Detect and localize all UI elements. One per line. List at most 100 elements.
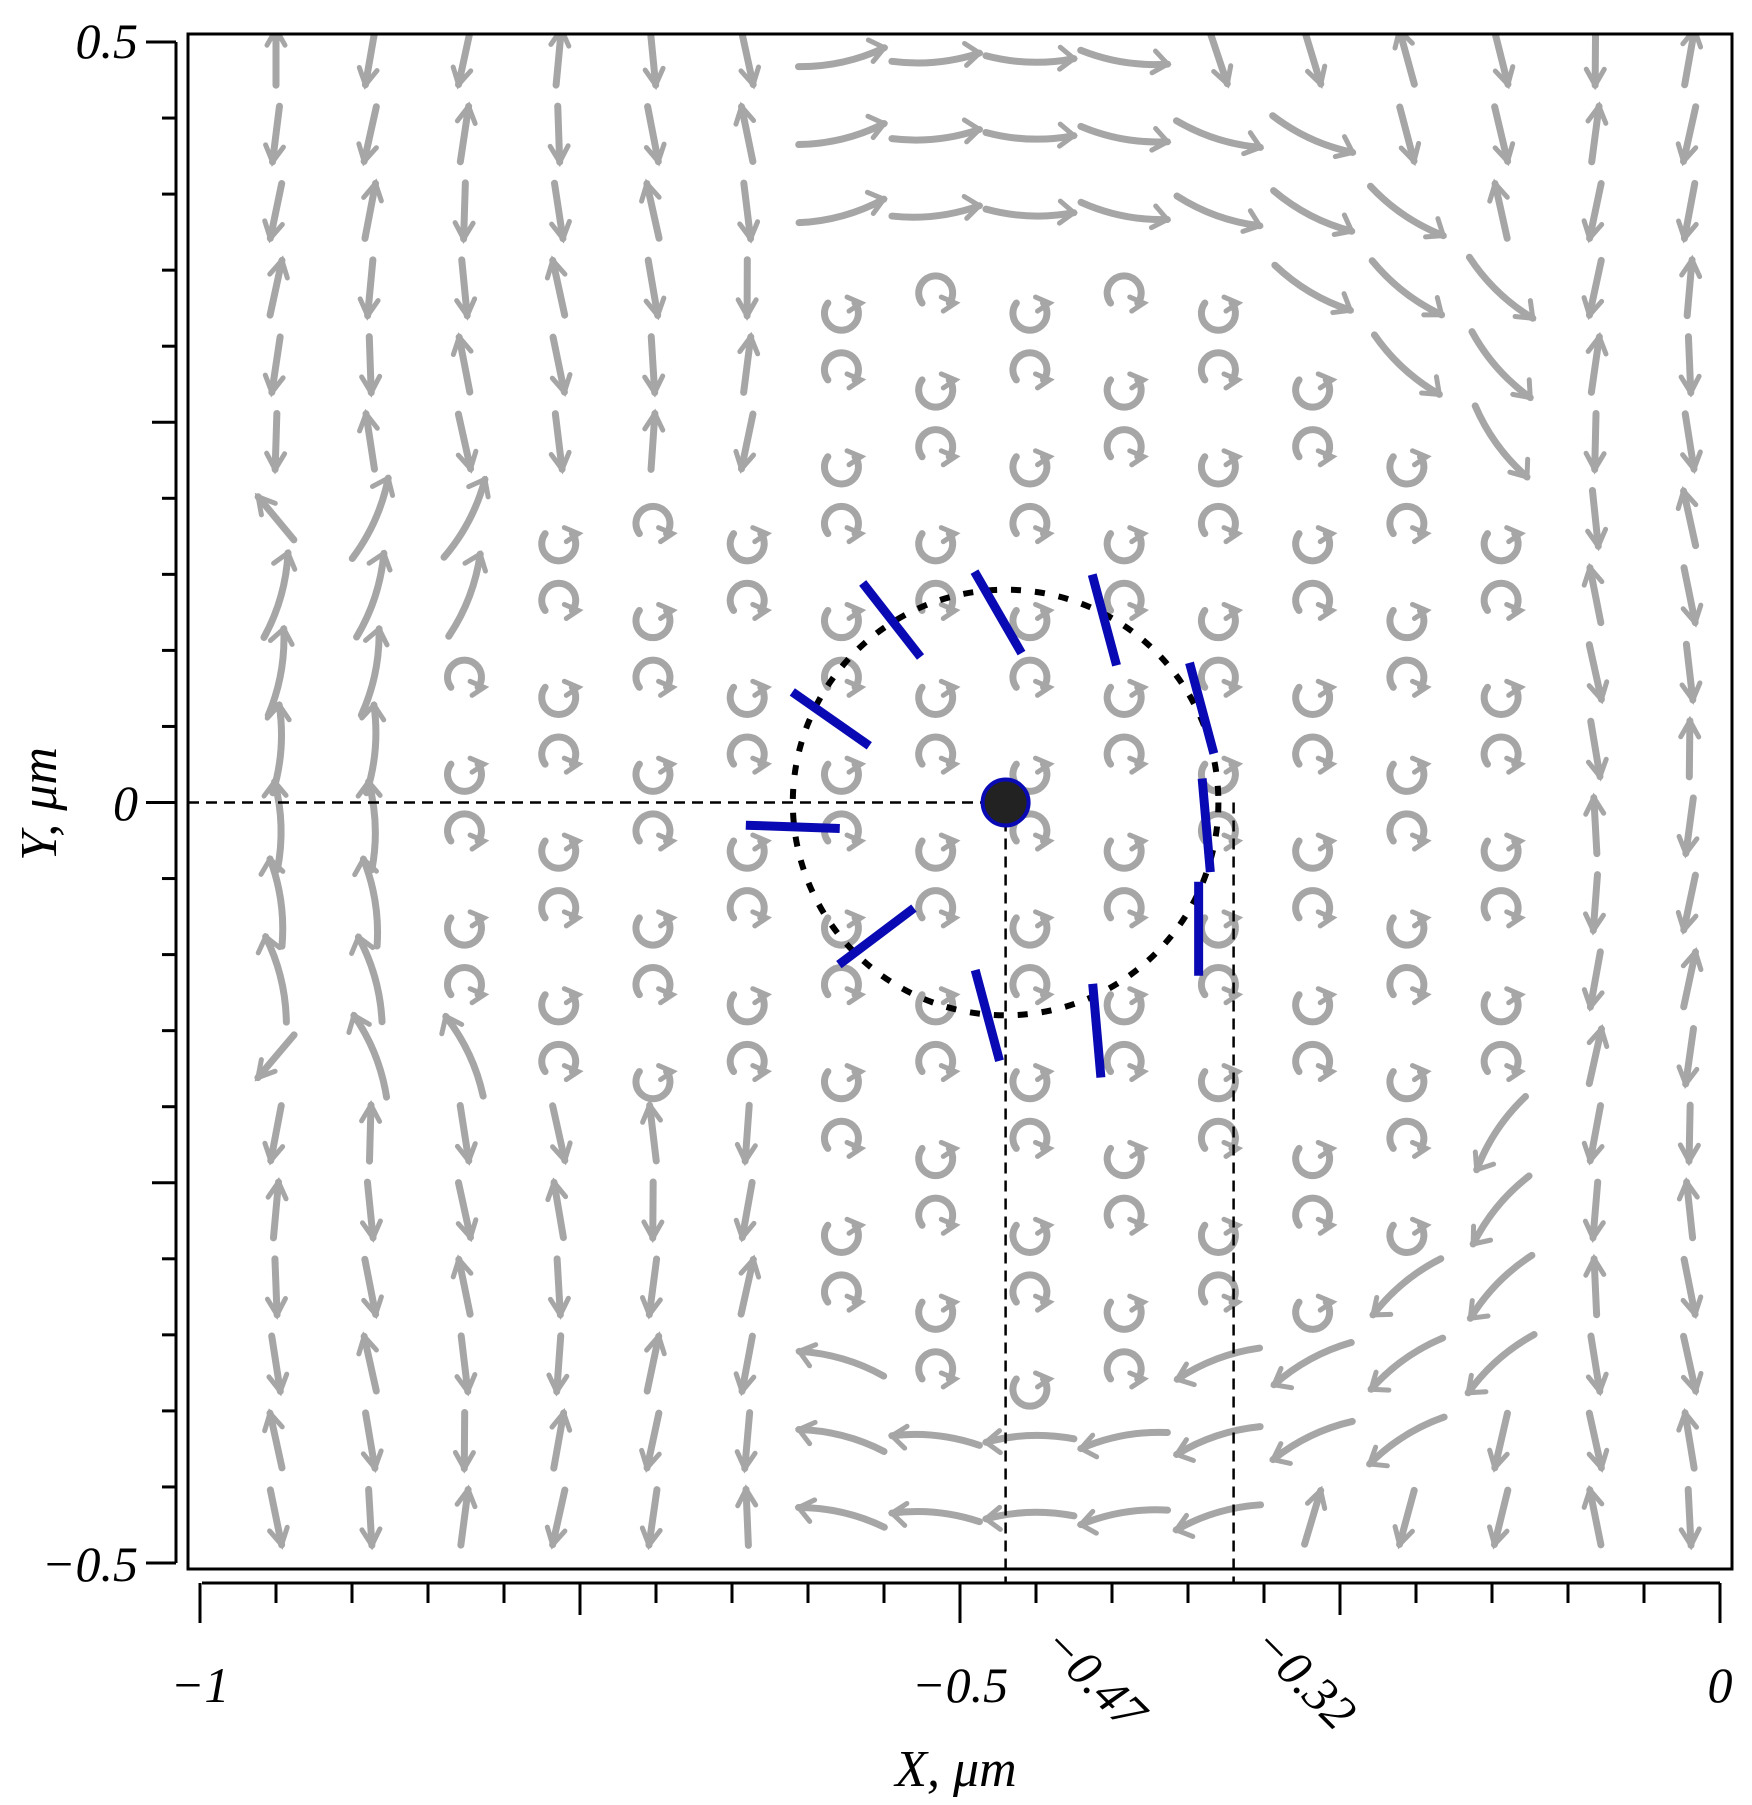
field-line — [738, 103, 757, 165]
field-glyph — [264, 1255, 288, 1320]
field-line — [455, 1255, 474, 1318]
field-arrowhead — [1221, 832, 1244, 852]
field-line — [738, 34, 757, 89]
field-loop — [1009, 502, 1051, 538]
field-glyph — [639, 1409, 663, 1473]
field-line — [1679, 103, 1700, 165]
field-glyph — [795, 1342, 888, 1380]
field-line — [1491, 180, 1511, 242]
field-arrowhead — [656, 832, 678, 852]
field-arrowhead — [452, 220, 476, 244]
field-glyph — [1270, 1339, 1355, 1391]
field-line — [361, 179, 380, 242]
field-arrowhead — [1305, 63, 1328, 89]
field-glyph — [547, 102, 571, 168]
field-arrowhead — [1583, 66, 1607, 91]
field-glyph — [1009, 1271, 1055, 1313]
field-loop — [1386, 760, 1428, 795]
field-glyph — [1386, 810, 1432, 852]
field-line — [1587, 333, 1603, 396]
field-glyph — [915, 1293, 961, 1333]
field-line — [550, 1178, 567, 1242]
field-loop — [1103, 1348, 1145, 1383]
field-arrowhead — [1467, 1298, 1491, 1322]
field-arrowhead — [938, 1063, 961, 1083]
field-arrowhead — [1057, 44, 1078, 72]
field-glyph — [1292, 426, 1338, 468]
field-loop — [820, 299, 862, 334]
y-tick-labels: 0.5 0 −0.5 — [42, 13, 138, 1592]
field-glyph — [266, 255, 290, 319]
field-arrowhead — [462, 550, 488, 574]
field-loop — [1103, 887, 1145, 922]
field-glyph — [1292, 733, 1338, 775]
field-arrowhead — [844, 1216, 867, 1236]
field-arrowhead — [1315, 986, 1338, 1006]
field-arc — [1466, 1251, 1536, 1322]
field-glyph — [538, 832, 584, 872]
field-arrowhead — [467, 678, 490, 698]
field-arc — [1077, 1506, 1172, 1529]
field-glyph — [820, 294, 867, 334]
x-tick-label: −1 — [171, 1657, 230, 1713]
field-arrowhead — [750, 1063, 773, 1083]
field-glyph — [1009, 601, 1055, 642]
field-glyph — [915, 1348, 961, 1390]
field-arrowhead — [262, 1140, 286, 1166]
field-arrowhead — [1221, 294, 1244, 314]
field-glyph — [641, 1178, 665, 1244]
field-loop — [915, 683, 957, 718]
field-arrowhead — [1127, 448, 1149, 468]
field-arrowhead — [1076, 1508, 1099, 1536]
field-arrowhead — [1221, 1216, 1244, 1236]
field-glyph — [982, 198, 1078, 226]
y-tick-label: 0.5 — [76, 13, 139, 69]
field-glyph — [1292, 832, 1338, 872]
field-arrowhead — [1679, 254, 1703, 280]
field-arrowhead — [1678, 373, 1702, 398]
field-arrowhead — [938, 525, 961, 545]
field-arrowhead — [961, 193, 984, 221]
field-arrowhead — [262, 1408, 285, 1434]
field-glyph — [356, 103, 380, 167]
field-arrowhead — [1581, 218, 1605, 244]
field-glyph — [632, 656, 678, 698]
field-line — [365, 333, 375, 397]
field-glyph — [443, 810, 490, 852]
field-glyph — [1480, 887, 1526, 929]
field-arrowhead — [1419, 374, 1443, 398]
field-glyph — [439, 1012, 487, 1100]
field-glyph — [1472, 1093, 1530, 1174]
field-glyph — [361, 1255, 384, 1320]
field-glyph — [255, 932, 290, 1026]
field-arrowhead — [1470, 1223, 1494, 1248]
field-arrowhead — [750, 986, 773, 1006]
field-line — [1585, 1025, 1605, 1088]
field-arrowhead — [750, 601, 773, 621]
field-glyph — [443, 964, 490, 1006]
field-arc — [264, 625, 288, 719]
field-line — [553, 1255, 564, 1319]
field-glyph — [1581, 256, 1605, 321]
field-arrowhead — [1583, 792, 1607, 817]
field-arrowhead — [262, 372, 286, 398]
field-arc — [348, 474, 392, 562]
field-glyph — [1292, 986, 1338, 1026]
field-glyph — [1583, 792, 1607, 858]
field-arrowhead — [737, 331, 761, 357]
field-arrowhead — [656, 525, 678, 545]
field-arrowhead — [1127, 755, 1149, 775]
field-glyph — [549, 333, 573, 398]
field-glyph — [1386, 755, 1432, 795]
field-arrowhead — [1409, 678, 1432, 698]
field-glyph — [915, 1194, 961, 1236]
field-arrowhead — [844, 294, 867, 314]
field-glyph — [262, 1408, 286, 1472]
field-loop — [1103, 1298, 1145, 1333]
field-glyph — [1009, 909, 1055, 949]
field-arrowhead — [264, 700, 292, 723]
field-glyph — [632, 1063, 678, 1103]
field-arc — [1172, 1501, 1265, 1534]
field-glyph — [1386, 448, 1432, 488]
field-glyph — [795, 189, 888, 227]
